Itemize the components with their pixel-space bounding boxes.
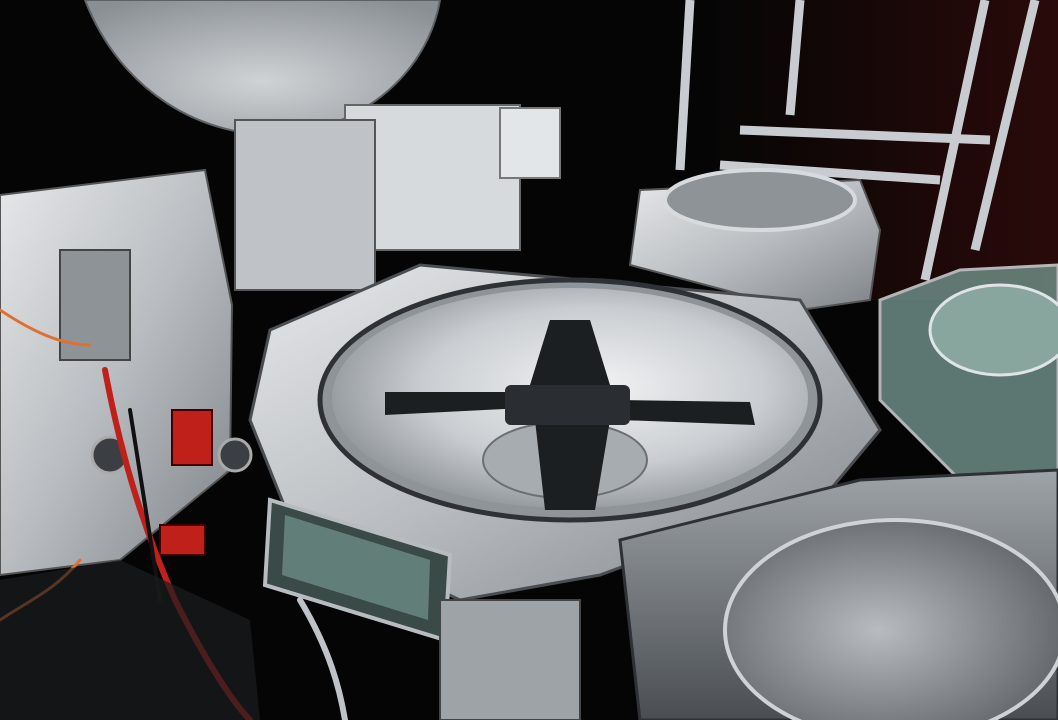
orange-cable <box>0 308 92 347</box>
slit-valve-window <box>282 515 430 620</box>
right-glass-lid <box>928 283 1058 377</box>
upper-bracket <box>499 107 561 179</box>
robot-arm-front <box>535 420 610 510</box>
upper-left-mechanism <box>234 119 376 291</box>
red-valve-actuator-2 <box>159 524 206 556</box>
front-right-chamber-bore <box>723 518 1058 720</box>
robot-blade-left <box>385 392 525 415</box>
lower-left-shadow <box>0 560 260 720</box>
rear-right-chamber-opening <box>663 168 857 232</box>
robot-hub <box>505 385 630 425</box>
gas-line <box>297 597 348 720</box>
upper-rack-frame <box>675 0 1040 281</box>
left-module-panel <box>59 249 131 361</box>
red-valve-actuator <box>171 409 213 466</box>
support-pedestal <box>439 599 581 720</box>
robot-arm-rear <box>530 320 610 385</box>
robot-blade-right <box>615 400 755 425</box>
wafer-transfer-robot <box>385 320 755 510</box>
left-module-port-2 <box>217 437 253 473</box>
